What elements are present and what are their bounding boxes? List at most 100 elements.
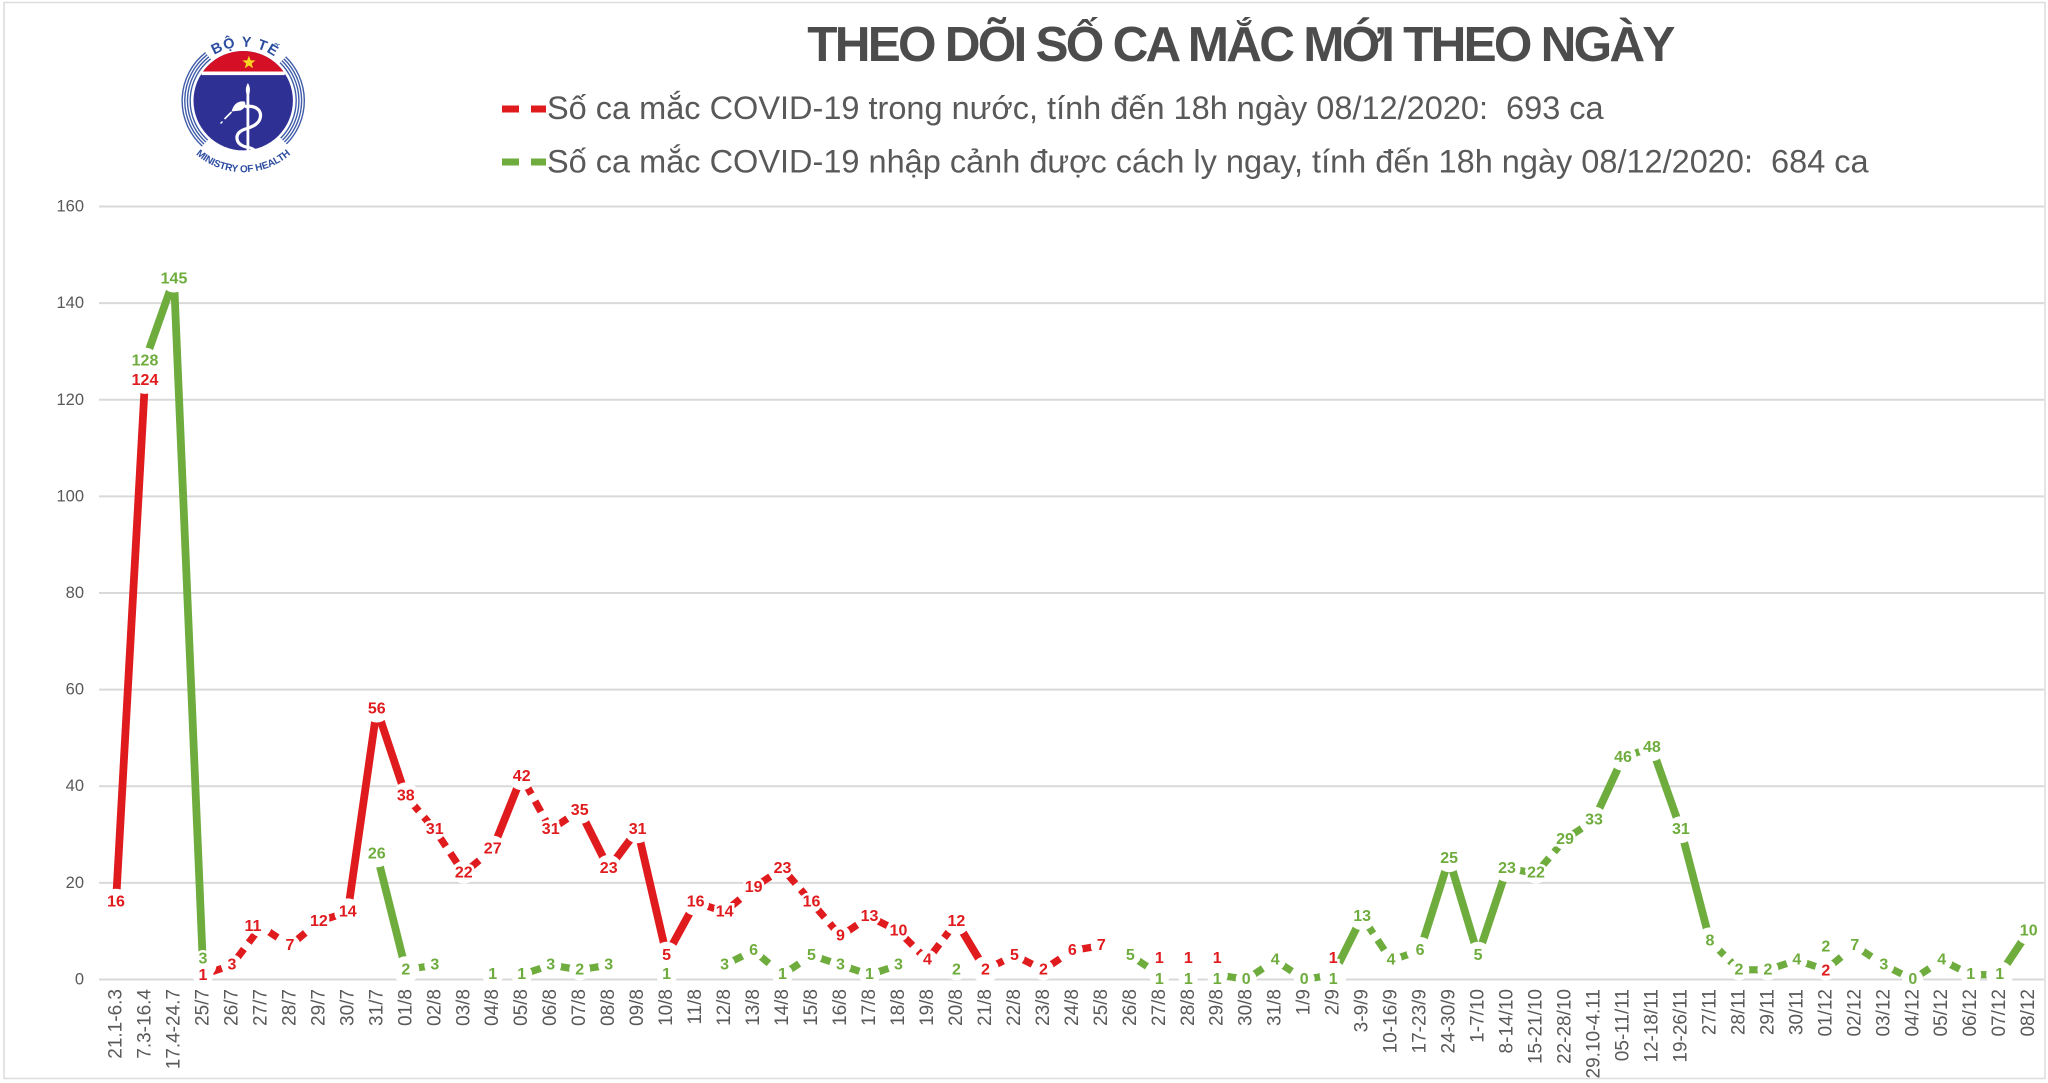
svg-text:7: 7: [285, 937, 294, 954]
svg-text:2: 2: [981, 961, 990, 978]
svg-text:1: 1: [1155, 971, 1164, 988]
svg-text:26/8: 26/8: [1120, 989, 1141, 1026]
svg-text:80: 80: [66, 584, 84, 602]
svg-text:0: 0: [1242, 971, 1251, 988]
svg-text:02/12: 02/12: [1844, 989, 1865, 1037]
svg-text:7: 7: [1097, 937, 1106, 954]
svg-text:30/7: 30/7: [337, 989, 358, 1026]
svg-text:60: 60: [66, 681, 84, 699]
svg-text:18/8: 18/8: [888, 989, 909, 1026]
svg-text:30/11: 30/11: [1786, 989, 1807, 1035]
svg-text:21/8: 21/8: [975, 989, 996, 1026]
svg-text:21.1-6.3: 21.1-6.3: [106, 989, 127, 1059]
svg-text:31: 31: [629, 821, 647, 838]
svg-text:33: 33: [1585, 812, 1603, 829]
svg-text:2/9: 2/9: [1323, 989, 1344, 1015]
svg-text:15-21/10: 15-21/10: [1526, 989, 1547, 1064]
svg-text:10: 10: [2020, 923, 2038, 940]
svg-text:19-26/11: 19-26/11: [1670, 989, 1691, 1063]
svg-text:160: 160: [56, 198, 84, 216]
svg-text:3: 3: [604, 957, 613, 974]
svg-text:3: 3: [1879, 957, 1888, 974]
svg-text:09/8: 09/8: [627, 989, 648, 1026]
svg-text:07/8: 07/8: [569, 989, 590, 1026]
svg-text:17/8: 17/8: [859, 989, 880, 1026]
svg-text:3: 3: [720, 957, 729, 974]
svg-text:Số ca mắc COVID-19 trong nước,: Số ca mắc COVID-19 trong nước, tính đến …: [547, 89, 1605, 126]
svg-text:31: 31: [542, 821, 560, 838]
svg-text:8: 8: [1705, 932, 1714, 949]
svg-text:31: 31: [1672, 821, 1690, 838]
svg-text:3: 3: [836, 957, 845, 974]
svg-text:11: 11: [244, 918, 261, 935]
svg-text:1: 1: [1213, 971, 1222, 988]
svg-text:29.10-4.11: 29.10-4.11: [1584, 989, 1605, 1078]
svg-text:15/8: 15/8: [801, 989, 822, 1026]
svg-text:12-18/11: 12-18/11: [1641, 989, 1662, 1063]
svg-text:25/8: 25/8: [1091, 989, 1112, 1026]
svg-text:25/7: 25/7: [192, 989, 213, 1026]
svg-text:1-7/10: 1-7/10: [1468, 989, 1489, 1043]
svg-text:16: 16: [803, 894, 821, 911]
svg-text:22-28/10: 22-28/10: [1555, 989, 1576, 1064]
svg-text:2: 2: [1734, 961, 1743, 978]
svg-text:1: 1: [1329, 971, 1338, 988]
svg-text:1: 1: [198, 967, 207, 984]
svg-text:140: 140: [56, 294, 84, 312]
svg-text:3: 3: [227, 957, 236, 974]
svg-text:27: 27: [484, 841, 502, 858]
svg-text:22/8: 22/8: [1004, 989, 1025, 1026]
svg-text:06/12: 06/12: [1960, 989, 1981, 1037]
svg-text:29: 29: [1556, 831, 1574, 848]
svg-text:14: 14: [339, 903, 357, 920]
svg-text:22: 22: [455, 865, 473, 882]
svg-text:26/7: 26/7: [221, 989, 242, 1026]
svg-text:31/8: 31/8: [1265, 989, 1286, 1026]
svg-text:29/8: 29/8: [1207, 989, 1228, 1026]
svg-text:3-9/9: 3-9/9: [1352, 989, 1373, 1032]
svg-text:1: 1: [1184, 950, 1193, 967]
svg-text:145: 145: [161, 271, 188, 288]
svg-text:6: 6: [749, 942, 758, 959]
svg-text:30/8: 30/8: [1236, 989, 1257, 1026]
svg-text:48: 48: [1643, 739, 1661, 756]
svg-text:7.3-16.4: 7.3-16.4: [135, 989, 156, 1059]
svg-text:1: 1: [488, 966, 497, 983]
svg-text:12: 12: [310, 913, 328, 930]
svg-text:128: 128: [132, 353, 159, 370]
svg-text:38: 38: [397, 787, 415, 804]
svg-text:0: 0: [75, 971, 84, 989]
svg-text:07/12: 07/12: [1989, 989, 2010, 1037]
svg-text:03/8: 03/8: [453, 989, 474, 1026]
svg-text:40: 40: [66, 777, 84, 795]
svg-text:13: 13: [1353, 908, 1371, 925]
svg-text:1: 1: [1213, 950, 1222, 967]
svg-text:29/7: 29/7: [308, 989, 329, 1026]
svg-text:27/8: 27/8: [1149, 989, 1170, 1026]
svg-text:12/8: 12/8: [714, 989, 735, 1026]
svg-text:10-16/9: 10-16/9: [1381, 989, 1402, 1053]
svg-text:14/8: 14/8: [772, 989, 793, 1026]
svg-text:22: 22: [1527, 865, 1545, 882]
svg-text:THEO DÕI SỐ CA MẮC MỚI THEO NG: THEO DÕI SỐ CA MẮC MỚI THEO NGÀY: [807, 15, 1675, 72]
svg-text:10/8: 10/8: [656, 989, 677, 1026]
svg-text:1: 1: [1966, 966, 1975, 983]
svg-text:28/11: 28/11: [1728, 989, 1749, 1035]
svg-text:Số ca mắc COVID-19 nhập cảnh đ: Số ca mắc COVID-19 nhập cảnh được cách l…: [547, 143, 1870, 180]
svg-text:6: 6: [1416, 942, 1425, 959]
svg-text:35: 35: [571, 802, 589, 819]
svg-text:23: 23: [1498, 860, 1516, 877]
svg-text:06/8: 06/8: [540, 989, 561, 1026]
svg-text:29/11: 29/11: [1757, 989, 1778, 1035]
svg-text:20/8: 20/8: [946, 989, 967, 1026]
svg-text:1: 1: [1329, 950, 1338, 967]
svg-text:3: 3: [546, 957, 555, 974]
svg-text:03/12: 03/12: [1873, 989, 1894, 1037]
svg-text:46: 46: [1614, 749, 1632, 766]
svg-text:20: 20: [66, 874, 84, 892]
svg-text:2: 2: [575, 961, 584, 978]
svg-text:2: 2: [1821, 938, 1830, 955]
svg-text:04/8: 04/8: [482, 989, 503, 1026]
svg-text:4: 4: [1792, 952, 1801, 969]
svg-text:28/7: 28/7: [279, 989, 300, 1026]
